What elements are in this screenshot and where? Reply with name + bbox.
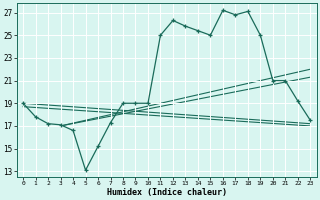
X-axis label: Humidex (Indice chaleur): Humidex (Indice chaleur) — [107, 188, 227, 197]
